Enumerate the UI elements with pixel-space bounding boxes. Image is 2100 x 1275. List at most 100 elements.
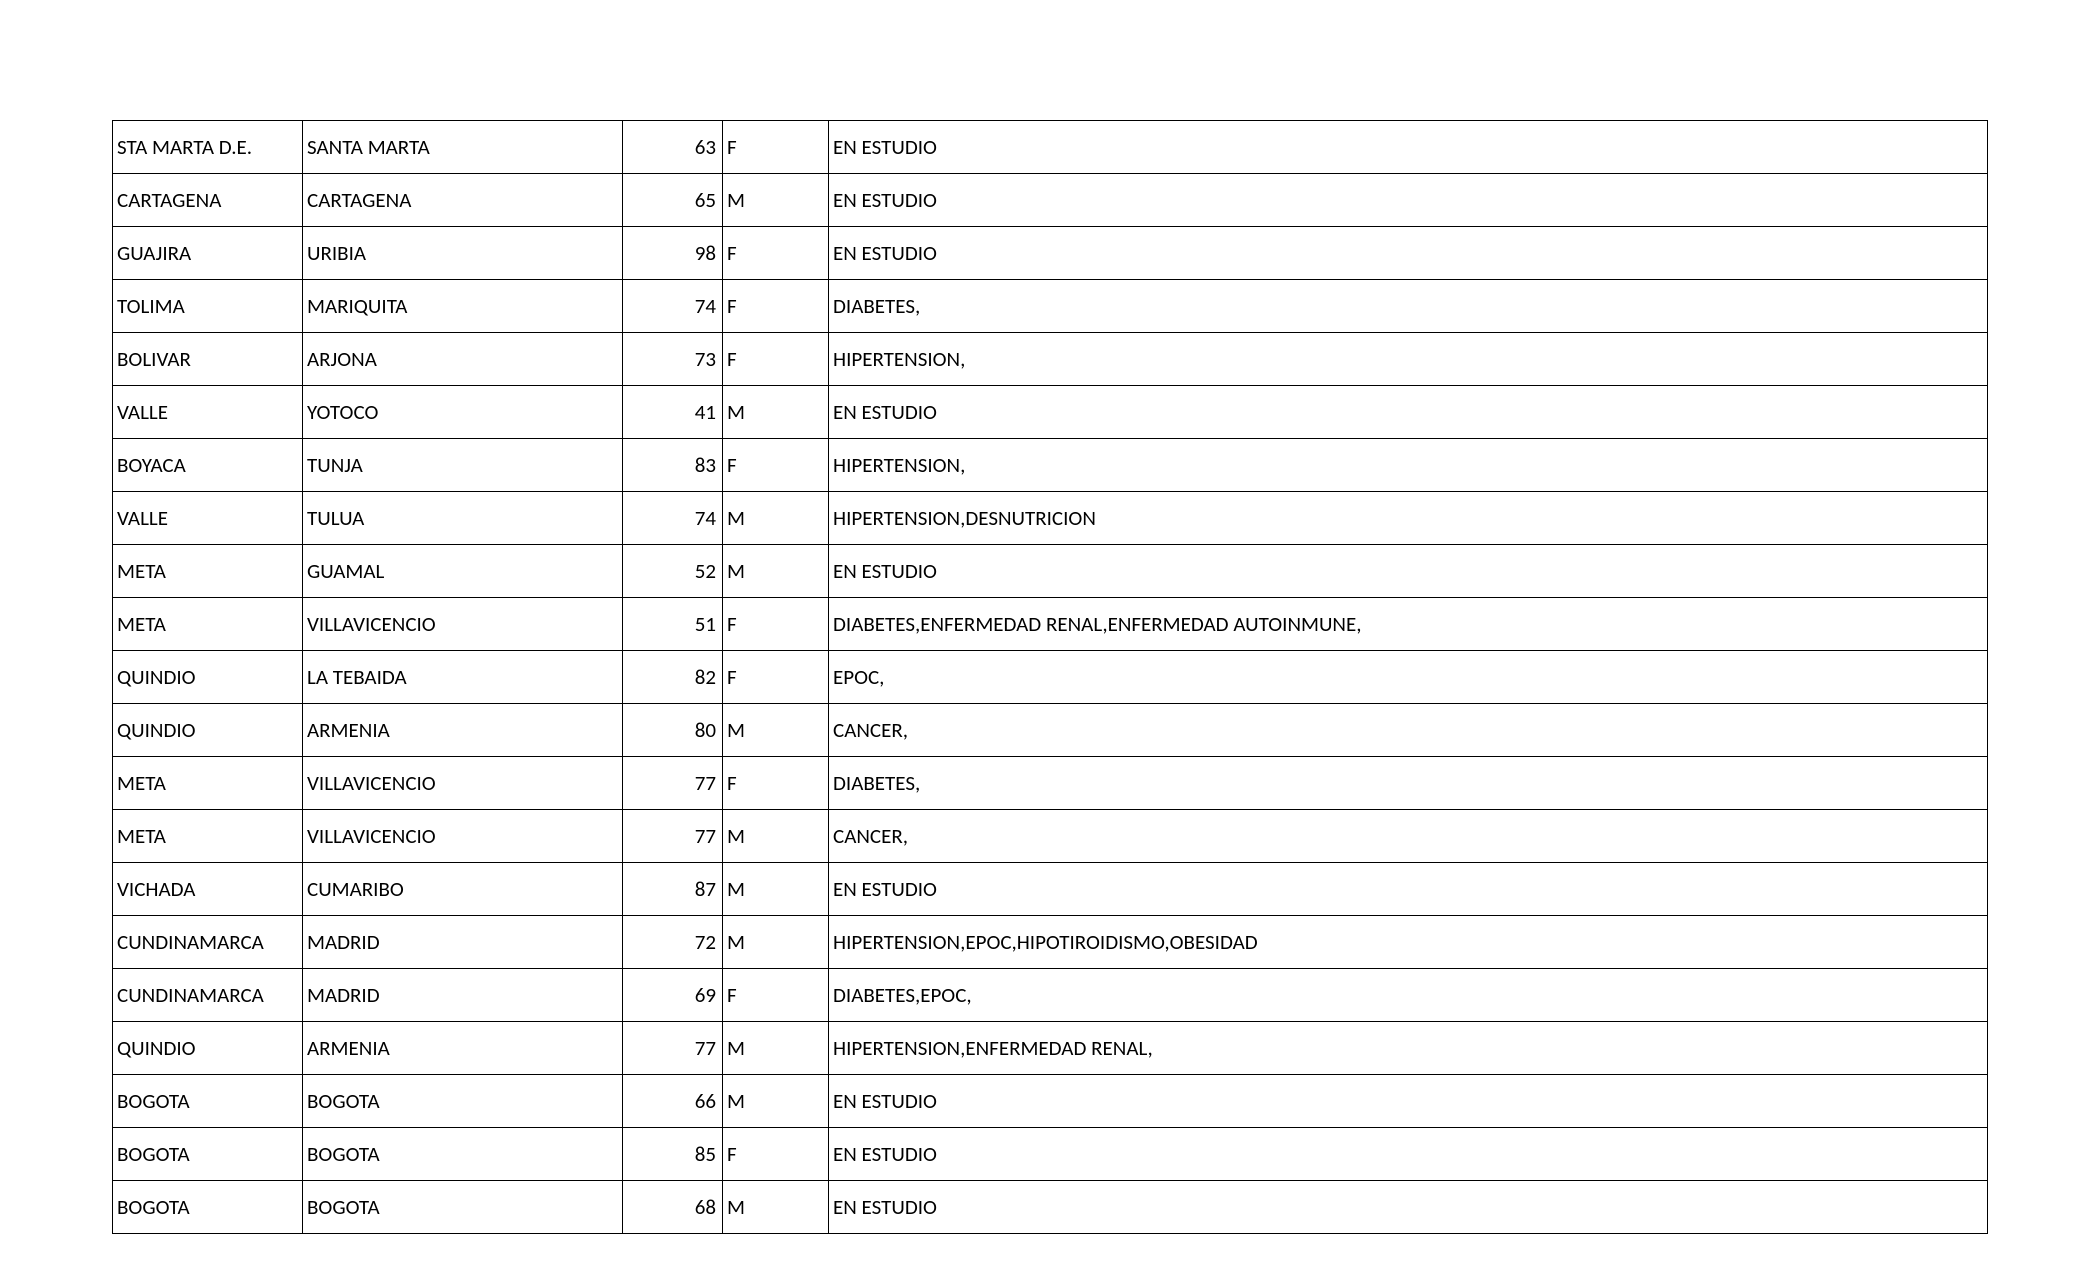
cell-sex: F (723, 1128, 829, 1181)
cell-age: 68 (623, 1181, 723, 1234)
cell-sex: M (723, 174, 829, 227)
cell-sex: F (723, 651, 829, 704)
cell-sex: M (723, 386, 829, 439)
cell-sex: M (723, 704, 829, 757)
cell-condition: EPOC, (829, 651, 1988, 704)
table-row: METAGUAMAL52MEN ESTUDIO (113, 545, 1988, 598)
cell-sex: M (723, 545, 829, 598)
data-table: STA MARTA D.E.SANTA MARTA63FEN ESTUDIOCA… (112, 120, 1988, 1234)
cell-condition: CANCER, (829, 704, 1988, 757)
cell-city: MADRID (303, 916, 623, 969)
cell-condition: EN ESTUDIO (829, 1181, 1988, 1234)
cell-sex: M (723, 810, 829, 863)
cell-city: MADRID (303, 969, 623, 1022)
cell-sex: F (723, 757, 829, 810)
cell-city: CUMARIBO (303, 863, 623, 916)
cell-sex: M (723, 1075, 829, 1128)
cell-condition: EN ESTUDIO (829, 1075, 1988, 1128)
cell-condition: HIPERTENSION, (829, 439, 1988, 492)
cell-age: 77 (623, 1022, 723, 1075)
cell-condition: EN ESTUDIO (829, 121, 1988, 174)
cell-condition: HIPERTENSION,ENFERMEDAD RENAL, (829, 1022, 1988, 1075)
cell-department: META (113, 757, 303, 810)
cell-age: 51 (623, 598, 723, 651)
table-row: QUINDIOARMENIA77MHIPERTENSION,ENFERMEDAD… (113, 1022, 1988, 1075)
cell-city: BOGOTA (303, 1128, 623, 1181)
cell-city: VILLAVICENCIO (303, 810, 623, 863)
cell-condition: DIABETES, (829, 757, 1988, 810)
cell-city: BOGOTA (303, 1075, 623, 1128)
cell-department: QUINDIO (113, 704, 303, 757)
table-row: VALLEYOTOCO41MEN ESTUDIO (113, 386, 1988, 439)
cell-department: VICHADA (113, 863, 303, 916)
cell-department: BOYACA (113, 439, 303, 492)
table-row: TOLIMAMARIQUITA74FDIABETES, (113, 280, 1988, 333)
cell-condition: HIPERTENSION,EPOC,HIPOTIROIDISMO,OBESIDA… (829, 916, 1988, 969)
table-row: GUAJIRAURIBIA98FEN ESTUDIO (113, 227, 1988, 280)
cell-age: 74 (623, 280, 723, 333)
cell-city: ARMENIA (303, 704, 623, 757)
cell-age: 72 (623, 916, 723, 969)
cell-department: META (113, 598, 303, 651)
table-row: METAVILLAVICENCIO51FDIABETES,ENFERMEDAD … (113, 598, 1988, 651)
cell-city: TULUA (303, 492, 623, 545)
cell-department: VALLE (113, 492, 303, 545)
cell-condition: EN ESTUDIO (829, 545, 1988, 598)
cell-age: 66 (623, 1075, 723, 1128)
cell-department: GUAJIRA (113, 227, 303, 280)
cell-age: 77 (623, 810, 723, 863)
cell-condition: DIABETES, (829, 280, 1988, 333)
cell-age: 74 (623, 492, 723, 545)
cell-sex: F (723, 439, 829, 492)
page: STA MARTA D.E.SANTA MARTA63FEN ESTUDIOCA… (0, 0, 2100, 1275)
cell-age: 77 (623, 757, 723, 810)
cell-condition: HIPERTENSION,DESNUTRICION (829, 492, 1988, 545)
table-row: METAVILLAVICENCIO77MCANCER, (113, 810, 1988, 863)
cell-city: ARMENIA (303, 1022, 623, 1075)
cell-sex: F (723, 333, 829, 386)
cell-age: 85 (623, 1128, 723, 1181)
cell-city: URIBIA (303, 227, 623, 280)
cell-condition: HIPERTENSION, (829, 333, 1988, 386)
cell-sex: F (723, 280, 829, 333)
cell-city: BOGOTA (303, 1181, 623, 1234)
cell-department: BOGOTA (113, 1181, 303, 1234)
cell-sex: M (723, 1181, 829, 1234)
cell-department: META (113, 545, 303, 598)
cell-age: 73 (623, 333, 723, 386)
cell-condition: DIABETES,ENFERMEDAD RENAL,ENFERMEDAD AUT… (829, 598, 1988, 651)
cell-age: 98 (623, 227, 723, 280)
table-row: CARTAGENACARTAGENA65MEN ESTUDIO (113, 174, 1988, 227)
table-row: METAVILLAVICENCIO77FDIABETES, (113, 757, 1988, 810)
cell-department: STA MARTA D.E. (113, 121, 303, 174)
cell-sex: F (723, 121, 829, 174)
cell-department: QUINDIO (113, 1022, 303, 1075)
cell-city: LA TEBAIDA (303, 651, 623, 704)
table-row: BOGOTABOGOTA66MEN ESTUDIO (113, 1075, 1988, 1128)
cell-department: BOGOTA (113, 1128, 303, 1181)
cell-department: TOLIMA (113, 280, 303, 333)
cell-age: 41 (623, 386, 723, 439)
table-row: VICHADACUMARIBO87MEN ESTUDIO (113, 863, 1988, 916)
cell-sex: M (723, 1022, 829, 1075)
cell-city: VILLAVICENCIO (303, 598, 623, 651)
cell-city: YOTOCO (303, 386, 623, 439)
cell-sex: F (723, 969, 829, 1022)
cell-condition: EN ESTUDIO (829, 174, 1988, 227)
cell-city: GUAMAL (303, 545, 623, 598)
cell-age: 63 (623, 121, 723, 174)
cell-condition: DIABETES,EPOC, (829, 969, 1988, 1022)
table-row: QUINDIOARMENIA80MCANCER, (113, 704, 1988, 757)
table-row: CUNDINAMARCAMADRID72MHIPERTENSION,EPOC,H… (113, 916, 1988, 969)
cell-condition: EN ESTUDIO (829, 386, 1988, 439)
cell-condition: CANCER, (829, 810, 1988, 863)
cell-age: 87 (623, 863, 723, 916)
cell-department: CUNDINAMARCA (113, 969, 303, 1022)
cell-city: CARTAGENA (303, 174, 623, 227)
table-row: BOYACATUNJA83FHIPERTENSION, (113, 439, 1988, 492)
cell-city: MARIQUITA (303, 280, 623, 333)
cell-department: QUINDIO (113, 651, 303, 704)
cell-city: SANTA MARTA (303, 121, 623, 174)
cell-age: 82 (623, 651, 723, 704)
cell-city: TUNJA (303, 439, 623, 492)
